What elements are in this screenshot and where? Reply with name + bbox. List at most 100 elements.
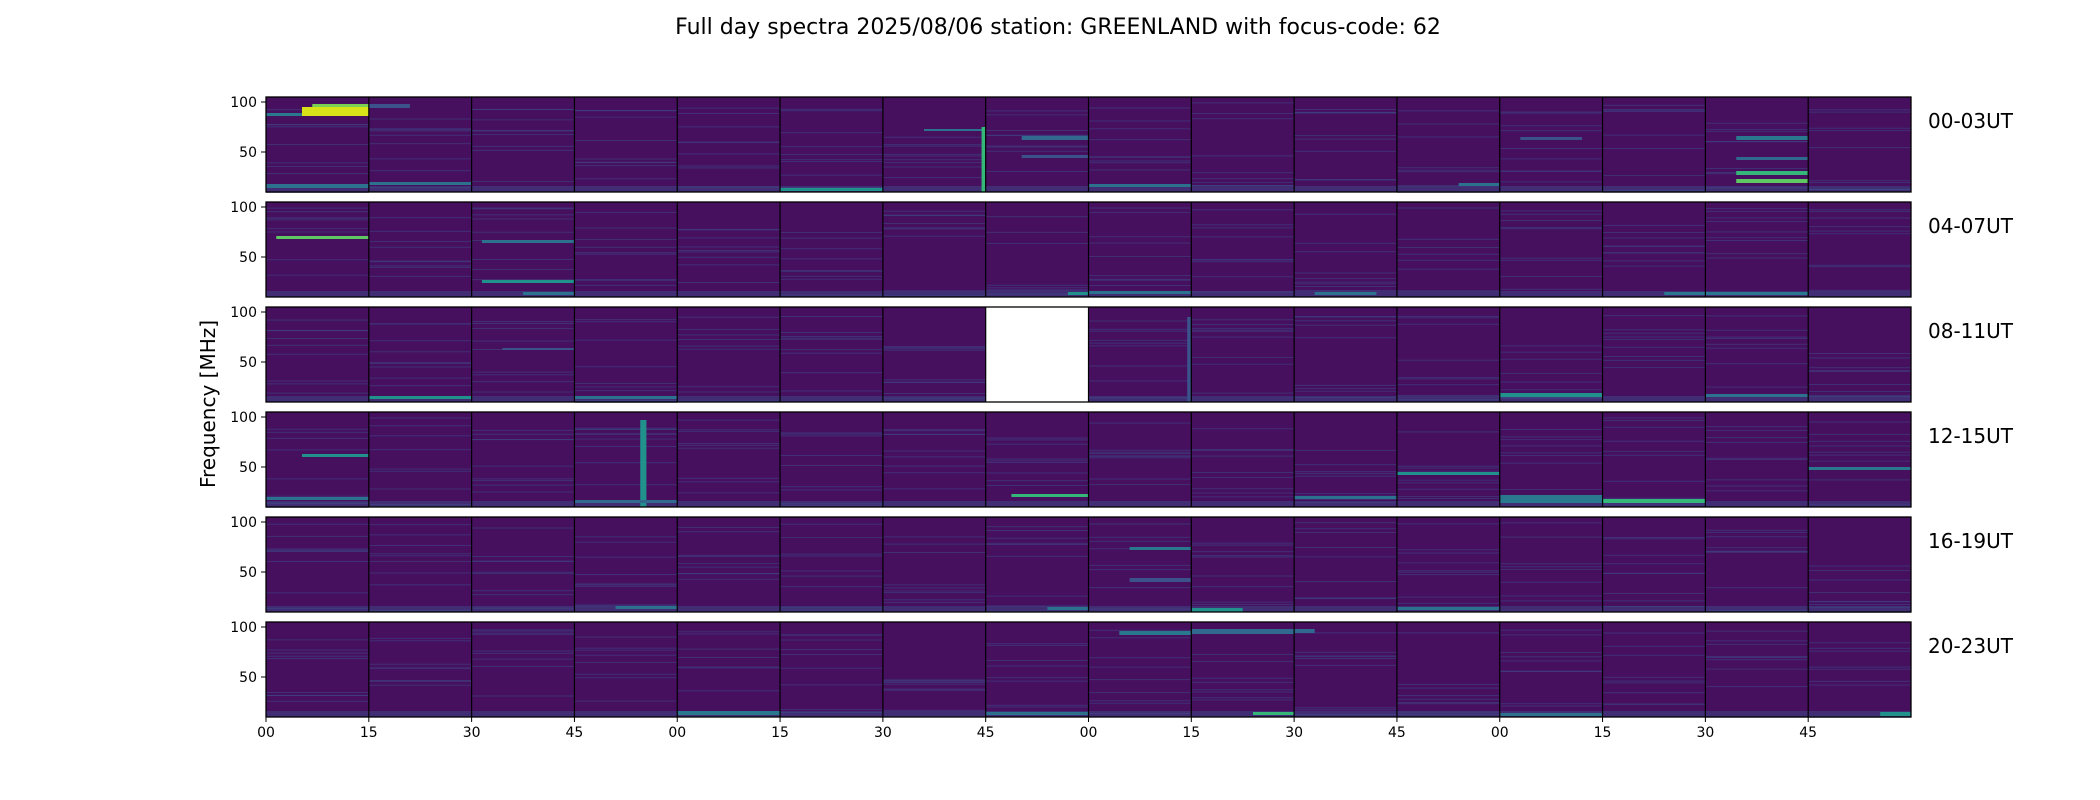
noise-floor	[985, 291, 1089, 297]
noise-floor	[985, 606, 1089, 612]
spectrum-panel	[1088, 412, 1192, 507]
x-tick-label: 30	[874, 725, 892, 741]
texture-line	[471, 323, 575, 325]
texture-line	[780, 504, 883, 506]
texture-line	[985, 543, 1089, 545]
texture-line	[1191, 555, 1295, 557]
texture-line	[1088, 540, 1192, 542]
spectrum-panel	[677, 97, 781, 192]
texture-line	[1191, 172, 1295, 174]
texture-line	[1808, 111, 1911, 113]
texture-line	[1499, 705, 1603, 707]
noise-floor	[266, 186, 369, 192]
y-tick-label: 100	[230, 620, 257, 636]
texture-line	[1808, 460, 1911, 462]
noise-floor	[1088, 711, 1192, 717]
spectrum-panel	[1396, 517, 1500, 612]
texture-line	[985, 216, 1089, 218]
texture-line	[1808, 233, 1911, 235]
texture-line	[1396, 395, 1500, 397]
texture-line	[1294, 655, 1397, 657]
spectrum-panel	[471, 622, 575, 717]
texture-line	[266, 655, 369, 657]
texture-line	[1499, 125, 1603, 127]
texture-line	[1499, 651, 1603, 653]
texture-line	[780, 667, 883, 669]
spectrum-panel	[1396, 202, 1500, 297]
texture-line	[368, 187, 472, 189]
texture-line	[1705, 659, 1809, 661]
texture-line	[574, 647, 678, 649]
texture-line	[1808, 391, 1911, 393]
texture-line	[1396, 470, 1500, 472]
y-tick-label: 100	[230, 305, 257, 321]
texture-line	[780, 634, 883, 636]
emission-band	[1129, 547, 1192, 550]
texture-line	[677, 141, 781, 143]
spectrum-panel	[266, 202, 369, 297]
texture-line	[985, 145, 1089, 147]
spectrum-panel	[780, 97, 883, 192]
texture-line	[368, 609, 472, 611]
texture-line	[574, 673, 678, 675]
texture-line	[985, 644, 1089, 646]
texture-line	[1294, 449, 1397, 451]
texture-line	[368, 351, 472, 353]
texture-line	[1088, 207, 1192, 209]
spectrum-panel	[780, 412, 883, 507]
texture-line	[1396, 238, 1500, 240]
texture-line	[1705, 336, 1809, 338]
texture-line	[1191, 575, 1295, 577]
texture-line	[1705, 386, 1809, 388]
texture-line	[574, 484, 678, 486]
texture-line	[1499, 445, 1603, 447]
texture-line	[780, 161, 883, 163]
texture-line	[1191, 182, 1295, 184]
texture-line	[1499, 600, 1603, 602]
texture-line	[1396, 123, 1500, 125]
texture-line	[677, 492, 781, 494]
texture-line	[677, 264, 781, 266]
texture-line	[1808, 109, 1911, 111]
noise-floor	[1294, 501, 1397, 507]
texture-line	[882, 215, 986, 217]
texture-line	[985, 146, 1089, 148]
texture-line	[1396, 687, 1500, 689]
texture-line	[780, 639, 883, 641]
emission-band	[1396, 472, 1500, 475]
spectrum-panel	[985, 517, 1089, 612]
texture-line	[368, 158, 472, 160]
texture-line	[1088, 330, 1192, 332]
texture-line	[471, 374, 575, 376]
noise-floor	[882, 291, 986, 297]
texture-line	[266, 211, 369, 213]
emission-band	[924, 129, 986, 131]
texture-line	[985, 665, 1089, 667]
texture-line	[882, 465, 986, 467]
texture-line	[1294, 475, 1397, 477]
texture-line	[1088, 679, 1192, 681]
spectrum-panel	[882, 517, 986, 612]
texture-line	[471, 439, 575, 441]
x-tick-label: 00	[257, 725, 275, 741]
spectrum-panel	[471, 517, 575, 612]
spectrum-panel	[1808, 412, 1911, 507]
texture-line	[574, 246, 678, 248]
texture-line	[1808, 668, 1911, 670]
texture-line	[985, 605, 1089, 607]
texture-line	[1499, 522, 1603, 524]
texture-line	[780, 537, 883, 539]
row-time-label: 00-03UT	[1928, 109, 2014, 133]
texture-line	[574, 140, 678, 142]
spectra-row: 100 50 16-19UT	[230, 515, 2014, 613]
texture-line	[266, 548, 369, 550]
texture-line	[780, 275, 883, 277]
texture-line	[266, 383, 369, 385]
texture-line	[1088, 128, 1192, 130]
texture-line	[677, 430, 781, 432]
noise-floor	[1705, 501, 1809, 507]
texture-line	[574, 604, 678, 606]
x-tick-label: 45	[1799, 725, 1817, 741]
spectrum-panel	[1602, 97, 1706, 192]
texture-line	[677, 228, 781, 230]
